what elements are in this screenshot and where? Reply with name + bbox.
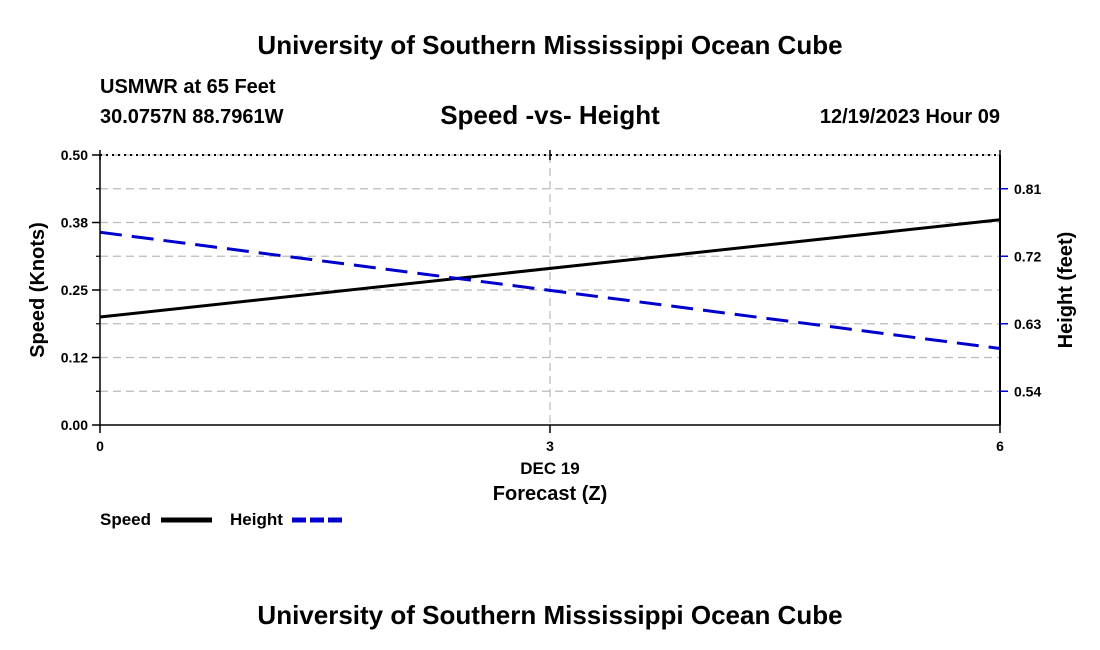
y-axis-title: Speed (Knots) [27, 222, 49, 358]
chart-title-container: Speed -vs- Height [0, 100, 1100, 131]
y-tick-label: 0.50 [61, 147, 88, 163]
station-label: USMWR at 65 Feet [100, 76, 276, 98]
y2-tick-label: 0.72 [1014, 248, 1041, 264]
legend-label-speed: Speed [100, 510, 151, 529]
x-sublabel: DEC 19 [520, 459, 580, 478]
y-tick-label: 0.00 [61, 417, 88, 433]
coordinates-label: 30.0757N 88.7961W [100, 106, 284, 128]
x-tick-label: 3 [546, 438, 554, 454]
x-axis-title: Forecast (Z) [493, 483, 607, 505]
legend-layer: Speed Height [100, 510, 342, 529]
footer-title: University of Southern Mississippi Ocean… [257, 600, 843, 630]
series-line-height [99, 230, 1001, 350]
y2-tick-label: 0.81 [1014, 181, 1041, 197]
y2-tick-label: 0.63 [1014, 316, 1041, 332]
x-tick-label: 0 [96, 438, 104, 454]
y-tick-label: 0.12 [61, 350, 88, 366]
datetime-label: 12/19/2023 Hour 09 [819, 106, 1000, 128]
y2-axis-title: Height (feet) [1055, 232, 1077, 349]
labels-layer: 0.00 0.12 0.25 0.38 0.50 0.54 0.63 0.72 0.81 0 3 6 D… [27, 147, 1077, 505]
series-line-speed [99, 218, 1001, 319]
y-tick-label: 0.25 [61, 282, 88, 298]
page-title: University of Southern Mississippi Ocean… [257, 30, 843, 60]
series-layer [99, 218, 1001, 350]
y2-tick-label: 0.54 [1014, 383, 1041, 399]
y-tick-label: 0.38 [61, 215, 88, 231]
chart-title: Speed -vs- Height [440, 100, 660, 130]
x-tick-label: 6 [996, 438, 1004, 454]
axes-layer [92, 150, 1008, 433]
legend-label-height: Height [230, 510, 283, 529]
